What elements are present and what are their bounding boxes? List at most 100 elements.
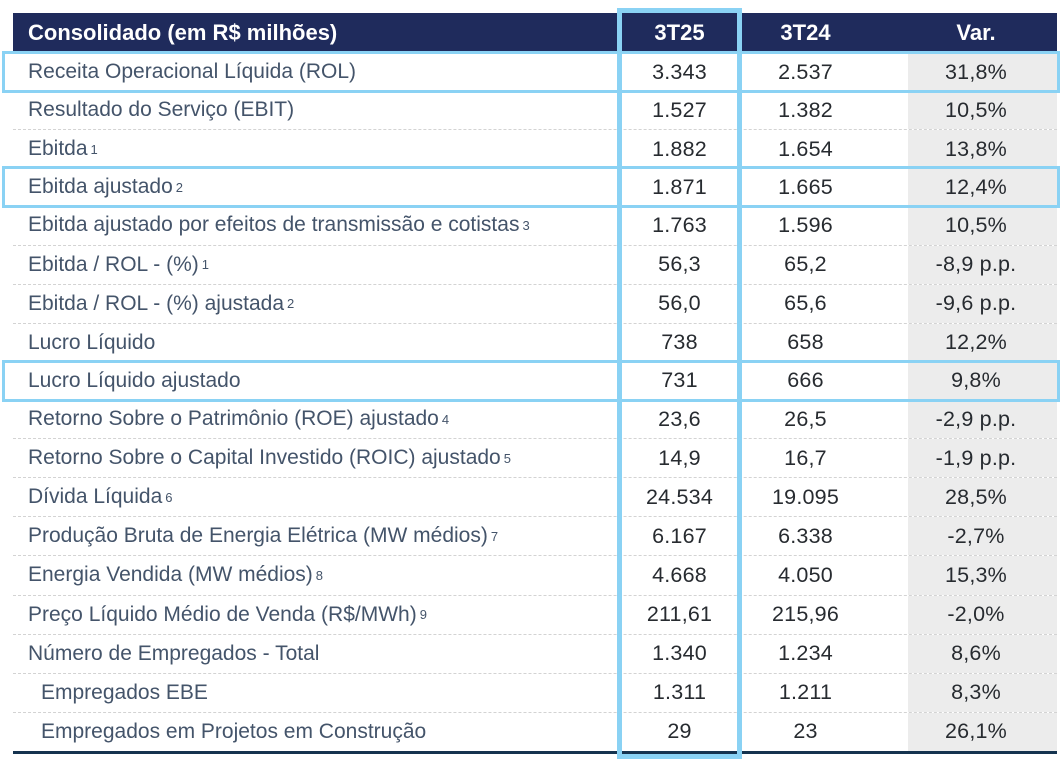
value-3t24: 23: [793, 719, 818, 744]
value-var: -9,6 p.p.: [908, 284, 1057, 323]
footnote-superscript: 9: [419, 607, 427, 623]
footnote-superscript: 7: [490, 528, 499, 544]
value-3t25: 731: [661, 368, 698, 393]
value-3t24: 26,5: [784, 406, 827, 431]
value-var: -8,9 p.p.: [908, 245, 1057, 284]
value-var: 28,5%: [908, 478, 1057, 517]
row-label: Lucro Líquido: [28, 330, 156, 354]
value-3t24: 666: [787, 368, 824, 393]
value-3t24: 1.665: [778, 174, 833, 199]
value-var: 26,1%: [908, 712, 1057, 751]
row-label: Ebitda / ROL - (%) 1: [28, 252, 210, 276]
value-var: -1,9 p.p.: [908, 439, 1057, 478]
value-var: 8,3%: [908, 673, 1057, 712]
value-3t25: 1.340: [652, 641, 707, 666]
row-label: Retorno Sobre o Patrimônio (ROE) ajustad…: [28, 407, 450, 431]
value-3t25: 1.871: [652, 174, 707, 199]
value-3t25: 211,61: [646, 602, 713, 627]
table-row: Ebitda ajustado 2 1.871 1.665 12,4%: [2, 166, 1060, 209]
col-header-3t25: 3T25: [654, 20, 705, 45]
value-var: 10,5%: [908, 206, 1057, 245]
table-header-row: Consolidado (em R$ milhões) 3T25 3T24 Va…: [13, 13, 1057, 53]
value-3t24: 65,6: [784, 291, 827, 316]
value-3t25: 23,6: [658, 406, 701, 431]
table-row: Preço Líquido Médio de Venda (R$/MWh) 9 2…: [13, 594, 1057, 634]
value-var: 13,8%: [908, 130, 1057, 169]
table-row: Empregados em Projetos em Construção 29 …: [13, 711, 1057, 751]
value-3t24: 1.382: [778, 97, 833, 122]
value-var: 12,4%: [908, 168, 1057, 207]
row-label: Energia Vendida (MW médios) 8: [28, 563, 324, 587]
value-var: 12,2%: [908, 323, 1057, 362]
table-row: Produção Bruta de Energia Elétrica (MW m…: [13, 516, 1057, 556]
row-label: Receita Operacional Líquida (ROL): [28, 60, 357, 84]
value-3t25: 1.527: [652, 97, 707, 122]
value-3t25: 56,0: [658, 291, 701, 316]
value-var: 31,8%: [908, 53, 1057, 92]
value-3t24: 215,96: [772, 602, 839, 627]
table-row: Lucro Líquido ajustado 731 666 9,8%: [2, 359, 1060, 402]
value-3t24: 16,7: [784, 445, 827, 470]
footnote-superscript: 1: [201, 257, 210, 273]
table-row: Número de Empregados - Total 1.340 1.234…: [13, 633, 1057, 673]
footnote-superscript: 1: [90, 141, 98, 157]
footnote-superscript: 3: [522, 217, 530, 233]
table-row: Ebitda / ROL - (%) ajustada 2 56,0 65,6 -…: [13, 283, 1057, 323]
value-3t25: 4.668: [652, 562, 707, 587]
value-3t25: 29: [667, 719, 692, 744]
footnote-superscript: 4: [441, 411, 450, 427]
footnote-superscript: 2: [287, 296, 295, 312]
value-3t25: 3.343: [652, 59, 707, 84]
row-label: Empregados em Projetos em Construção: [41, 719, 427, 743]
table-row: Lucro Líquido 738 658 12,2%: [13, 322, 1057, 362]
table-row: Empregados EBE 1.311 1.211 8,3%: [13, 672, 1057, 712]
row-label: Ebitda ajustado 2: [28, 175, 184, 199]
row-label: Dívida Líquida 6: [28, 485, 173, 509]
value-var: 9,8%: [908, 361, 1057, 400]
value-var: -2,9 p.p.: [908, 399, 1057, 439]
row-label: Empregados EBE: [41, 680, 208, 704]
value-3t24: 1.596: [778, 212, 833, 237]
footnote-superscript: 6: [165, 489, 173, 505]
value-3t24: 4.050: [778, 562, 833, 587]
table-row: Retorno Sobre o Patrimônio (ROE) ajustad…: [13, 399, 1057, 439]
value-3t25: 56,3: [658, 252, 701, 277]
table-row: Energia Vendida (MW médios) 8 4.668 4.050…: [13, 555, 1057, 595]
value-3t24: 1.654: [778, 136, 833, 161]
value-3t25: 6.167: [652, 523, 707, 548]
row-label: Resultado do Serviço (EBIT): [28, 98, 295, 122]
value-3t24: 6.338: [778, 523, 833, 548]
row-label: Ebitda 1: [28, 137, 98, 161]
value-var: -2,0%: [908, 595, 1057, 634]
row-label: Ebitda ajustado por efeitos de transmiss…: [28, 213, 530, 237]
value-3t25: 1.882: [652, 136, 707, 161]
value-var: 8,6%: [908, 634, 1057, 673]
value-3t25: 24.534: [646, 484, 713, 509]
table-title: Consolidado (em R$ milhões): [28, 20, 338, 45]
value-3t24: 65,2: [784, 252, 827, 277]
footnote-superscript: 2: [175, 179, 184, 195]
row-label: Número de Empregados - Total: [28, 641, 320, 665]
row-label: Lucro Líquido ajustado: [28, 368, 241, 392]
row-label: Produção Bruta de Energia Elétrica (MW m…: [28, 524, 499, 548]
value-var: 15,3%: [908, 556, 1057, 595]
value-3t25: 1.311: [652, 680, 707, 705]
table-row: Retorno Sobre o Capital Investido (ROIC)…: [13, 438, 1057, 478]
value-var: -2,7%: [908, 517, 1057, 556]
col-header-3t24: 3T24: [780, 20, 831, 45]
row-label: Preço Líquido Médio de Venda (R$/MWh) 9: [28, 602, 427, 626]
table-row: Ebitda ajustado por efeitos de transmiss…: [13, 206, 1057, 245]
table-row: Receita Operacional Líquida (ROL) 3.343 …: [2, 51, 1060, 94]
col-header-var: Var.: [956, 20, 996, 45]
value-3t24: 2.537: [778, 59, 833, 84]
footnote-superscript: 8: [315, 567, 324, 583]
value-3t25: 1.763: [652, 212, 707, 237]
value-var: 10,5%: [908, 91, 1057, 130]
footnote-superscript: 5: [503, 450, 511, 466]
row-label: Retorno Sobre o Capital Investido (ROIC)…: [28, 446, 511, 470]
value-3t24: 658: [787, 330, 824, 355]
consolidated-results-table: Consolidado (em R$ milhões) 3T25 3T24 Va…: [2, 8, 1060, 759]
value-3t25: 14,9: [658, 445, 701, 470]
row-label: Ebitda / ROL - (%) ajustada 2: [28, 291, 295, 315]
